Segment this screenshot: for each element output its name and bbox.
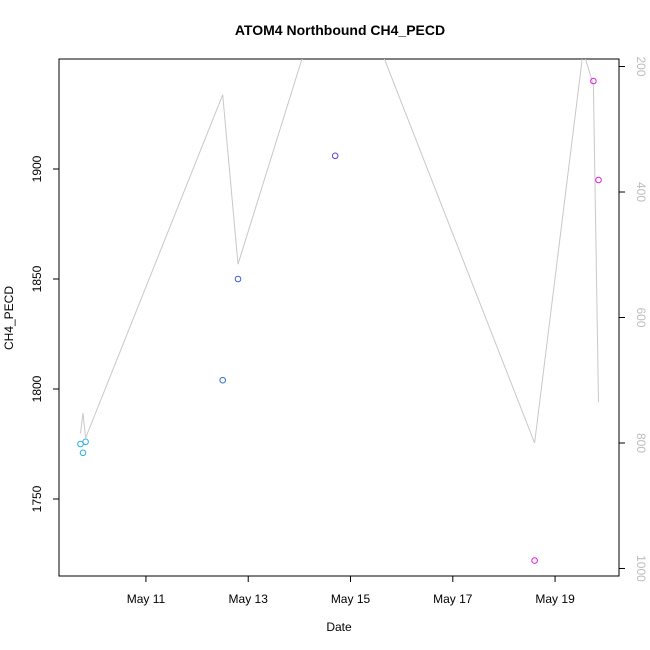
y-tick-label: 1800 <box>30 375 44 402</box>
data-point <box>234 275 242 283</box>
y2-tick-label: 400 <box>634 182 648 202</box>
x-tick-label: May 19 <box>535 592 575 606</box>
x-tick-label: May 13 <box>229 592 269 606</box>
data-point <box>595 176 602 184</box>
x-tick-label: May 15 <box>331 592 371 606</box>
y2-tick-label: 1000 <box>634 555 648 582</box>
plot-frame <box>58 58 620 577</box>
series-line-path <box>80 59 599 444</box>
y-axis-label: CH4_PECD <box>2 286 16 350</box>
y-axis-left: 1750 1800 1850 1900 <box>30 155 59 512</box>
y-tick-label: 1900 <box>30 155 44 182</box>
x-tick-label: May 11 <box>127 592 166 606</box>
data-point <box>331 152 339 160</box>
y-tick-label: 1850 <box>30 265 44 292</box>
data-point <box>531 557 538 564</box>
series-points <box>77 77 602 564</box>
x-axis-label: Date <box>326 620 352 634</box>
y2-tick-label: 200 <box>634 57 648 77</box>
y-axis-right: 200 400 600 800 1000 <box>619 57 648 582</box>
y-tick-label: 1750 <box>30 485 44 512</box>
data-point <box>219 376 226 384</box>
chart-title: ATOM4 Northbound CH4_PECD <box>235 22 445 38</box>
x-axis: May 11 May 13 May 15 May 17 May 19 <box>127 576 575 606</box>
data-point <box>82 438 89 446</box>
series-line <box>80 59 599 444</box>
y2-tick-label: 800 <box>634 433 648 453</box>
data-point <box>79 449 87 457</box>
y2-tick-label: 600 <box>634 307 648 327</box>
data-point <box>590 77 597 85</box>
x-tick-label: May 17 <box>433 592 473 606</box>
